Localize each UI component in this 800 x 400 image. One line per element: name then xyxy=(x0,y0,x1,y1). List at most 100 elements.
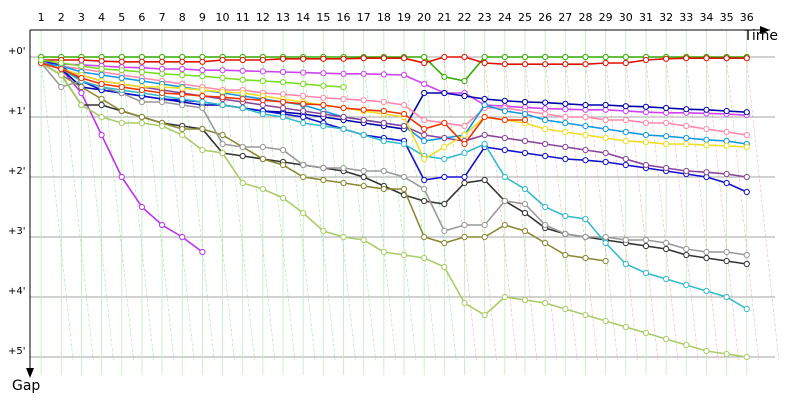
y-tick-label: +3' xyxy=(8,226,26,237)
data-point xyxy=(259,110,266,118)
lap-guide xyxy=(726,59,759,361)
data-point xyxy=(481,101,488,109)
lap-guide xyxy=(141,59,175,361)
data-point xyxy=(300,173,307,181)
data-point xyxy=(300,107,307,115)
lap-guide xyxy=(101,59,134,361)
data-point xyxy=(642,109,650,116)
data-point xyxy=(562,212,569,220)
data-point xyxy=(481,140,488,148)
y-arrow xyxy=(26,368,34,378)
data-point xyxy=(199,58,206,65)
data-point xyxy=(340,55,347,62)
lap-guide xyxy=(323,59,356,361)
data-point xyxy=(300,113,307,121)
data-point xyxy=(179,85,186,92)
data-point xyxy=(663,239,670,247)
lap-guide xyxy=(665,59,699,361)
data-point xyxy=(380,119,387,127)
data-point xyxy=(582,311,589,319)
data-point xyxy=(179,58,186,65)
x-tick-label: 30 xyxy=(619,11,633,24)
x-tick-label: 5 xyxy=(118,11,125,24)
data-point xyxy=(421,53,428,61)
data-point xyxy=(58,83,65,91)
x-tick-label: 29 xyxy=(599,11,613,24)
data-point xyxy=(521,227,529,235)
data-point xyxy=(380,185,387,193)
data-point xyxy=(219,131,226,139)
data-point xyxy=(602,125,609,133)
data-point xyxy=(279,194,287,202)
x-tick-label: 28 xyxy=(578,11,592,24)
data-point xyxy=(239,67,246,74)
data-point xyxy=(602,53,609,61)
data-point xyxy=(158,58,166,65)
data-point xyxy=(118,67,125,74)
lap-guide xyxy=(685,59,719,361)
data-point xyxy=(743,143,750,151)
data-point xyxy=(78,83,85,91)
data-point xyxy=(421,254,428,262)
data-point xyxy=(542,221,549,229)
data-point xyxy=(441,73,448,80)
data-point xyxy=(320,227,327,235)
data-point xyxy=(723,107,730,115)
data-point xyxy=(179,233,186,241)
data-point xyxy=(421,116,428,124)
lap-guide xyxy=(363,59,396,361)
data-point xyxy=(602,149,609,157)
data-point xyxy=(259,155,266,163)
data-point xyxy=(703,136,710,143)
data-point xyxy=(501,134,508,142)
data-point xyxy=(98,95,105,103)
lap-guide xyxy=(423,59,457,361)
x-axis-label: Time xyxy=(743,28,778,44)
y-tick-label: +2' xyxy=(8,166,26,177)
data-point xyxy=(481,113,488,121)
data-point xyxy=(723,248,730,256)
x-tick-label: 3 xyxy=(78,11,85,24)
lap-guide xyxy=(222,59,255,361)
data-point xyxy=(703,169,710,176)
data-point xyxy=(98,131,105,139)
data-point xyxy=(602,134,609,142)
data-point xyxy=(118,107,125,115)
lap-guide xyxy=(202,59,235,361)
x-tick-label: 13 xyxy=(276,11,290,24)
data-point xyxy=(320,82,327,89)
data-point xyxy=(521,53,529,61)
data-point xyxy=(279,146,287,154)
data-point xyxy=(501,53,508,61)
data-point xyxy=(340,95,347,103)
data-point xyxy=(300,209,307,217)
data-point xyxy=(400,55,408,62)
data-point xyxy=(239,104,246,112)
data-point xyxy=(199,92,206,100)
data-point xyxy=(300,119,307,127)
data-point xyxy=(300,80,307,88)
data-point xyxy=(683,134,690,142)
data-point xyxy=(400,185,408,193)
data-point xyxy=(400,173,408,181)
lap-guide xyxy=(383,59,417,361)
data-point xyxy=(199,67,206,74)
data-point xyxy=(441,155,448,163)
data-point xyxy=(562,128,569,136)
data-point xyxy=(622,103,629,110)
data-point xyxy=(360,167,367,175)
data-point xyxy=(743,353,750,361)
data-point xyxy=(501,173,508,181)
data-point xyxy=(219,67,226,74)
data-point xyxy=(239,76,246,83)
data-point xyxy=(481,53,488,61)
data-point xyxy=(501,97,508,104)
data-point xyxy=(723,350,730,358)
data-point xyxy=(703,106,710,113)
data-point xyxy=(219,94,226,101)
data-point xyxy=(481,233,488,241)
data-point xyxy=(501,293,508,301)
data-point xyxy=(279,55,287,62)
data-point xyxy=(501,221,508,229)
